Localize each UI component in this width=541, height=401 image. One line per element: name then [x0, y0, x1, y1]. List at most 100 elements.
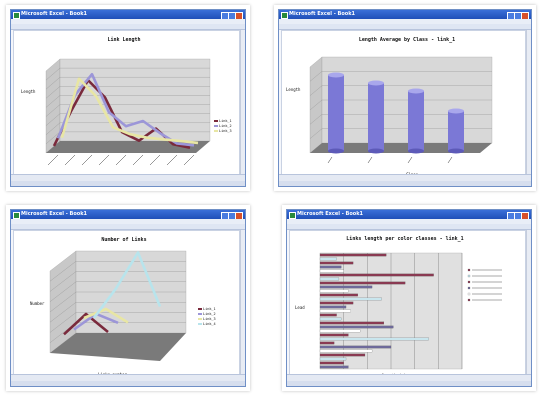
gridline: [49, 271, 77, 292]
window-titlebar: Microsoft Excel - Book1: [11, 210, 245, 220]
cylinder-base: [448, 148, 464, 154]
link-length-chart: [45, 58, 211, 166]
menu-bar: [287, 219, 531, 224]
legend-label: Link_3: [219, 129, 232, 133]
menu-bar: [11, 19, 245, 24]
toolbar: [279, 24, 531, 30]
menu-bar: [279, 19, 531, 24]
x-tick-label: [149, 154, 161, 166]
x-tick-label: [367, 156, 373, 164]
excel-app-icon: [289, 212, 296, 219]
chart-title: Number of Links: [101, 237, 147, 243]
status-bar: [287, 381, 531, 386]
data-bar: [319, 269, 344, 273]
vertical-scrollbar[interactable]: [526, 30, 531, 175]
legend-swatch: [467, 298, 471, 302]
data-bar: [319, 365, 349, 369]
window-title: Microsoft Excel - Book1: [289, 11, 356, 17]
legend-label: Link_4: [203, 322, 216, 326]
y-axis-label: Length: [21, 89, 36, 94]
legend-item: Link_4: [198, 322, 216, 327]
chart-sheet: Link Length Length Class Link_1 Link_2 L…: [13, 30, 240, 179]
data-bar: [319, 257, 337, 261]
legend-swatch: [214, 130, 218, 132]
gridline: [45, 77, 61, 90]
toolbar: [11, 224, 245, 230]
toolbar: [11, 24, 245, 30]
data-bar: [319, 337, 429, 341]
excel-app-icon: [13, 212, 20, 219]
x-tick-label: [327, 156, 333, 164]
cylinder-body: [448, 111, 464, 151]
legend-label: Link_2: [219, 124, 232, 128]
gridline: [45, 122, 61, 135]
data-bar: [319, 309, 351, 313]
gridline: [45, 104, 61, 117]
sheet-tabs-bar: [11, 174, 245, 181]
x-tick-label: [64, 154, 76, 166]
gridline: [309, 85, 323, 96]
excel-app-icon: [281, 12, 288, 19]
data-bar: [319, 301, 354, 305]
x-tick-label: [98, 154, 110, 166]
gridline: [49, 261, 77, 282]
excel-window: Microsoft Excel - Book1 Length Average b…: [278, 9, 532, 187]
gridline: [49, 281, 77, 302]
vertical-scrollbar[interactable]: [526, 230, 531, 375]
window-titlebar: Microsoft Excel - Book1: [279, 10, 531, 20]
gridline: [45, 95, 61, 108]
vertical-scrollbar[interactable]: [240, 230, 245, 375]
gridline: [309, 99, 323, 111]
data-bar: [319, 277, 340, 281]
gridline: [45, 67, 61, 81]
sheet-tabs-bar: [11, 374, 245, 381]
chart-sheet: Number of Links Number Links number Link…: [13, 230, 240, 377]
data-bar: [319, 313, 337, 317]
data-bar: [319, 253, 387, 257]
legend-swatch: [198, 313, 202, 315]
legend-item: Link_1: [214, 119, 232, 124]
data-bar: [319, 345, 392, 349]
legend-label: Link_3: [203, 317, 216, 321]
excel-panel-links-length-per-class: Microsoft Excel - Book1 Links length per…: [282, 205, 536, 391]
excel-panel-number-of-links: Microsoft Excel - Book1 Number of Links …: [6, 205, 250, 391]
y-axis-label: Number: [30, 301, 45, 306]
cylinder-base: [328, 148, 344, 154]
legend-item: Link_2: [214, 124, 232, 129]
chart-floor: [310, 143, 492, 153]
chart-floor: [46, 141, 210, 153]
cylinder-body: [408, 91, 424, 151]
legend-swatch: [467, 292, 471, 296]
series-line: [60, 77, 199, 145]
cylinder-body: [368, 83, 384, 151]
series-line: [83, 307, 129, 324]
x-tick-label: [132, 154, 144, 166]
excel-app-icon: [13, 12, 20, 19]
legend-swatch: [467, 268, 471, 272]
links-length-chart: [319, 252, 502, 370]
chart-back-wall: [59, 58, 211, 142]
data-bar: [319, 329, 361, 333]
y-axis-label: Length: [286, 87, 301, 92]
cylinder-top: [408, 88, 424, 94]
excel-window: Microsoft Excel - Book1 Links length per…: [286, 209, 532, 387]
chart-legend: Link_1 Link_2 Link_3: [214, 119, 232, 134]
window-title: Microsoft Excel - Book1: [297, 211, 364, 217]
x-tick-label: [166, 154, 178, 166]
legend-swatch: [467, 286, 471, 290]
x-tick-label: [183, 154, 195, 166]
data-bar: [319, 297, 382, 301]
data-bar: [319, 265, 342, 269]
chart-sheet: Links length per color classes - link_1 …: [289, 230, 526, 378]
window-titlebar: Microsoft Excel - Book1: [287, 210, 531, 220]
gridline: [309, 114, 323, 125]
data-bar: [319, 317, 342, 321]
vertical-scrollbar[interactable]: [240, 30, 245, 175]
excel-panel-length-average: Microsoft Excel - Book1 Length Average b…: [274, 5, 536, 191]
number-of-links-chart: [49, 250, 187, 361]
cylinder-top: [448, 108, 464, 114]
data-bar: [319, 289, 349, 293]
x-tick-label: [81, 154, 93, 166]
gridline: [49, 291, 77, 313]
gridline: [309, 71, 323, 82]
